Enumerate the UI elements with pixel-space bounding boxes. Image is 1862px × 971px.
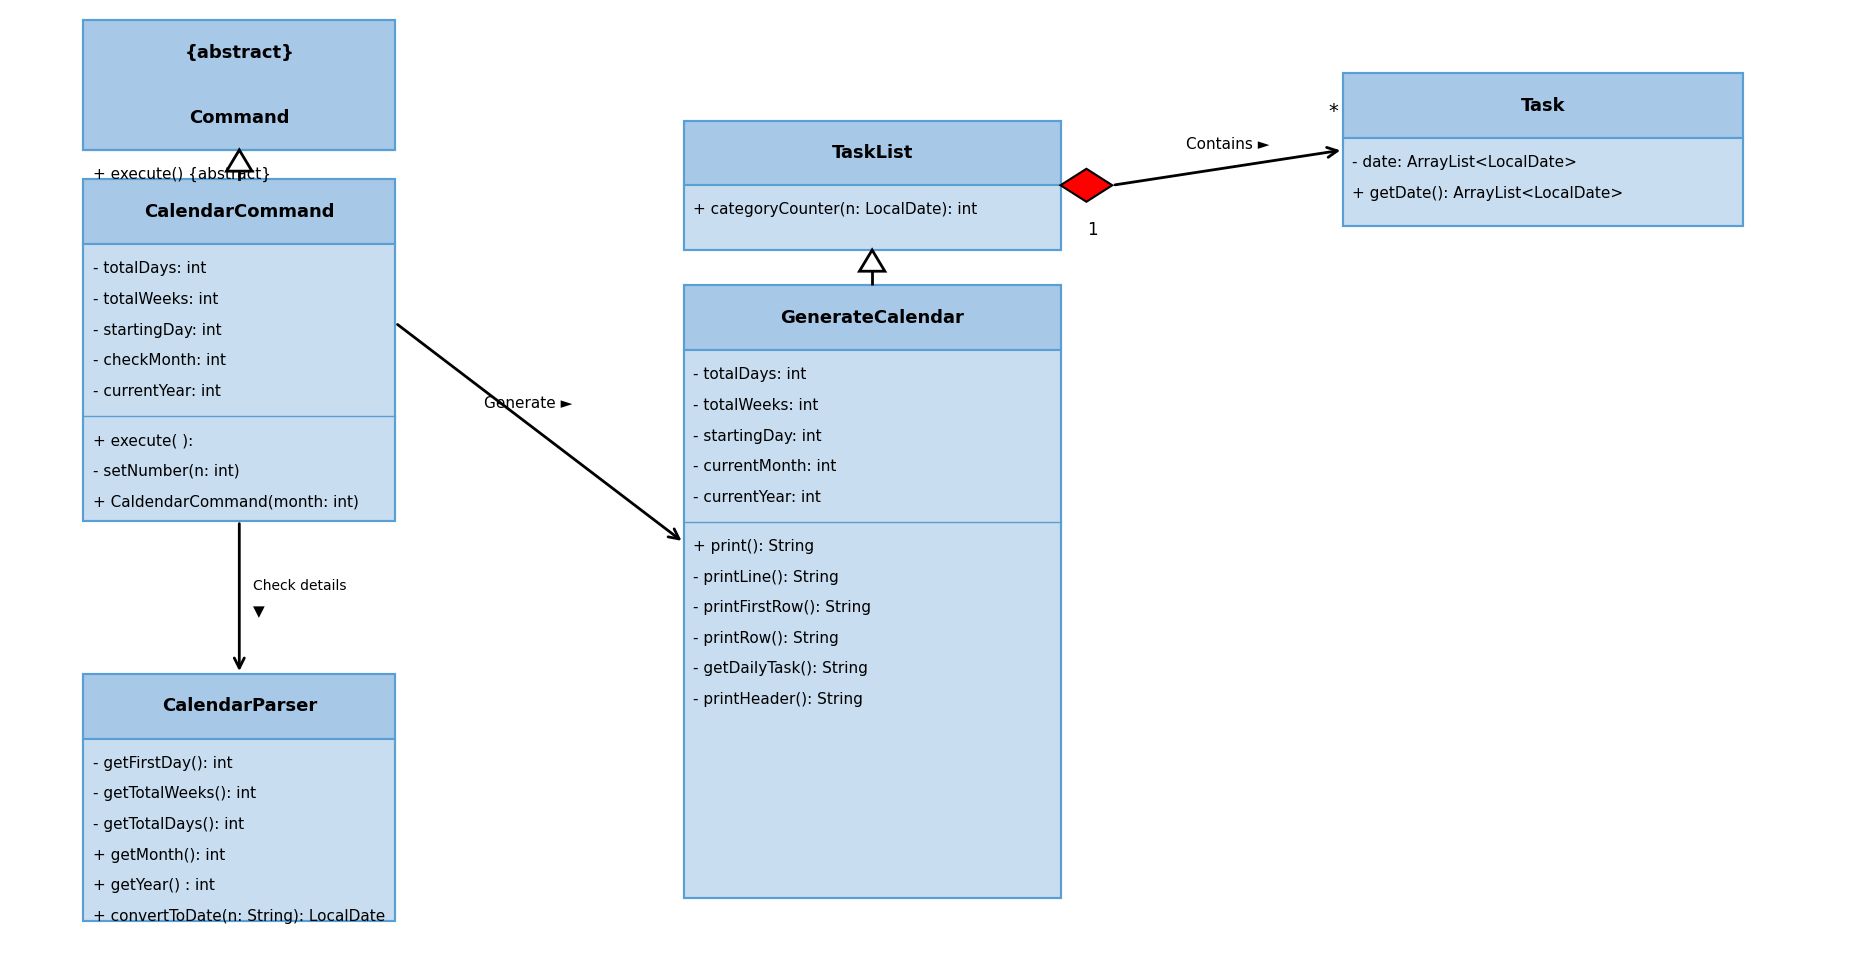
Bar — [84, 674, 395, 739]
Text: + categoryCounter(n: LocalDate): int: + categoryCounter(n: LocalDate): int — [693, 203, 978, 218]
Text: - getTotalDays(): int: - getTotalDays(): int — [93, 817, 244, 832]
Bar — [683, 185, 1061, 250]
Bar — [683, 120, 1061, 185]
Text: - currentYear: int: - currentYear: int — [693, 489, 821, 505]
Text: + execute( ):: + execute( ): — [93, 433, 194, 448]
Text: + CaldendarCommand(month: int): + CaldendarCommand(month: int) — [93, 494, 359, 509]
Text: - getDailyTask(): String: - getDailyTask(): String — [693, 661, 868, 677]
Text: GenerateCalendar: GenerateCalendar — [780, 309, 965, 326]
Text: Command: Command — [190, 109, 290, 126]
Text: CalendarCommand: CalendarCommand — [143, 203, 335, 220]
Bar — [683, 285, 1061, 351]
Bar — [84, 180, 395, 244]
Text: - getTotalWeeks(): int: - getTotalWeeks(): int — [93, 787, 255, 801]
Text: - startingDay: int: - startingDay: int — [93, 322, 222, 338]
Text: Task: Task — [1521, 97, 1566, 115]
Text: + execute() {abstract}: + execute() {abstract} — [93, 167, 270, 183]
Text: + getYear() : int: + getYear() : int — [93, 879, 214, 893]
Text: - printRow(): String: - printRow(): String — [693, 631, 840, 646]
Text: Generate ►: Generate ► — [484, 396, 572, 412]
Text: - printHeader(): String: - printHeader(): String — [693, 692, 864, 707]
Text: Contains ►: Contains ► — [1186, 137, 1270, 152]
Bar — [683, 120, 1061, 250]
Text: - printLine(): String: - printLine(): String — [693, 570, 840, 585]
Polygon shape — [1061, 169, 1112, 202]
Polygon shape — [860, 250, 884, 271]
Text: TaskList: TaskList — [832, 144, 912, 162]
Bar — [84, 180, 395, 520]
Text: *: * — [1329, 102, 1339, 120]
Bar — [1343, 74, 1743, 138]
Text: Check details: Check details — [253, 579, 346, 592]
Bar — [84, 20, 395, 150]
Bar — [84, 674, 395, 921]
Text: - totalDays: int: - totalDays: int — [93, 261, 207, 277]
Text: 1: 1 — [1087, 220, 1097, 239]
Text: - totalWeeks: int: - totalWeeks: int — [93, 292, 218, 307]
Text: - checkMonth: int: - checkMonth: int — [93, 353, 225, 368]
Text: - currentYear: int: - currentYear: int — [93, 384, 220, 399]
Text: + getMonth(): int: + getMonth(): int — [93, 848, 225, 862]
Text: - totalWeeks: int: - totalWeeks: int — [693, 398, 819, 413]
Bar — [1343, 138, 1743, 226]
Bar — [683, 285, 1061, 897]
Text: ▼: ▼ — [253, 604, 264, 619]
Text: - startingDay: int: - startingDay: int — [693, 428, 821, 444]
Text: - totalDays: int: - totalDays: int — [693, 367, 806, 383]
Bar — [1343, 74, 1743, 226]
Bar — [84, 739, 395, 921]
Text: CalendarParser: CalendarParser — [162, 697, 317, 716]
Text: - date: ArrayList<LocalDate>: - date: ArrayList<LocalDate> — [1352, 155, 1577, 170]
Bar — [84, 244, 395, 520]
Text: - setNumber(n: int): - setNumber(n: int) — [93, 463, 240, 479]
Bar — [683, 351, 1061, 897]
Text: {abstract}: {abstract} — [184, 44, 294, 62]
Bar — [84, 20, 395, 150]
Text: - printFirstRow(): String: - printFirstRow(): String — [693, 600, 871, 616]
Text: + print(): String: + print(): String — [693, 539, 814, 554]
Text: - currentMonth: int: - currentMonth: int — [693, 459, 836, 474]
Text: + getDate(): ArrayList<LocalDate>: + getDate(): ArrayList<LocalDate> — [1352, 186, 1624, 201]
Text: - getFirstDay(): int: - getFirstDay(): int — [93, 755, 233, 771]
Polygon shape — [227, 150, 251, 171]
Text: + convertToDate(n: String): LocalDate: + convertToDate(n: String): LocalDate — [93, 909, 385, 924]
